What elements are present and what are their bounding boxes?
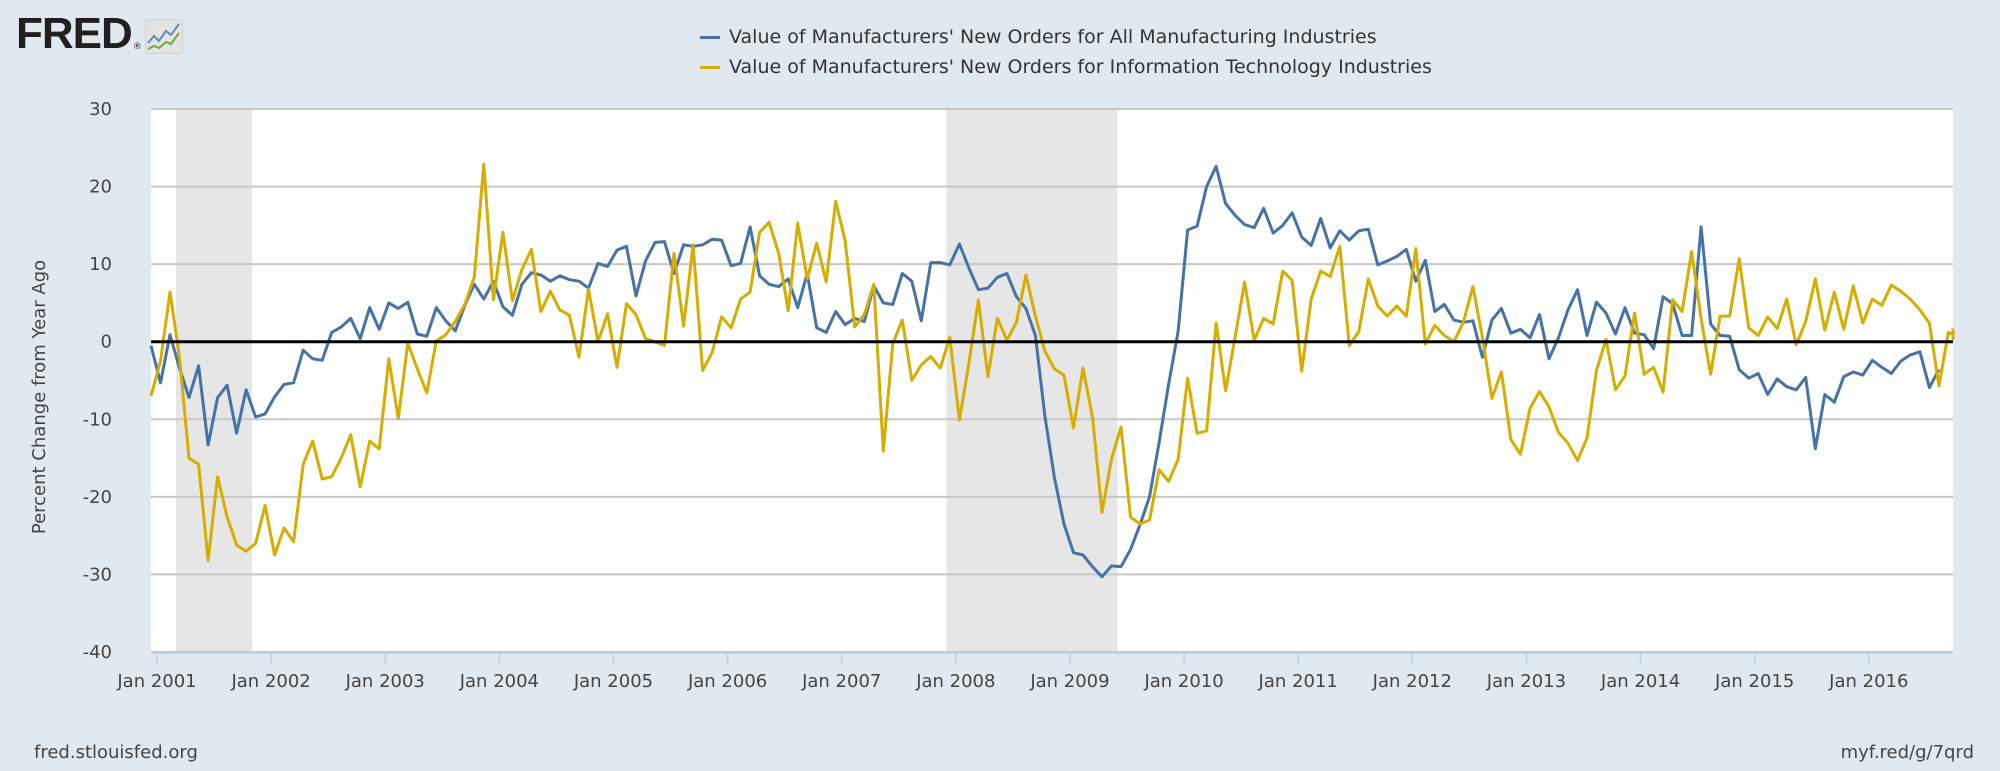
x-tick-label: Jan 2003 [345,671,425,692]
legend-item-all-manufacturing[interactable]: Value of Manufacturers' New Orders for A… [700,22,1432,52]
x-tick-label: Jan 2016 [1828,671,1908,692]
y-tick-label: -40 [83,642,112,663]
y-tick-label: 0 [101,332,112,353]
legend-item-information-technology[interactable]: Value of Manufacturers' New Orders for I… [700,52,1432,82]
x-tick-label: Jan 2007 [801,671,881,692]
series-line-all-manufacturing [149,164,1941,579]
chart-legend: Value of Manufacturers' New Orders for A… [700,22,1432,82]
x-tick-label: Jan 2001 [116,671,196,692]
x-tick-label: Jan 2010 [1143,671,1223,692]
logo-text: FRED [16,9,133,58]
y-tick-label: 30 [89,99,112,120]
y-tick-label: -30 [83,564,112,585]
x-tick-label: Jan 2014 [1600,671,1680,692]
y-tick-label: -10 [83,409,112,430]
x-tick-label: Jan 2011 [1258,671,1338,692]
x-axis: Jan 2001 Jan 2002 Jan 2003 Jan 2004 Jan 2005… [116,652,1953,692]
y-axis: 30 20 10 0 -10 -20 -30 -40 [83,99,112,663]
legend-label-all-manufacturing: Value of Manufacturers' New Orders for A… [729,26,1377,48]
x-tick-label: Jan 2012 [1372,671,1452,692]
line-chart-icon [144,19,183,54]
recession-band-2 [946,109,1118,652]
fred-logo[interactable]: FRED ® [16,9,183,58]
short-link[interactable]: myf.red/g/7qrd [1840,742,1974,763]
y-tick-label: 20 [89,177,112,198]
x-tick-label: Jan 2015 [1714,671,1794,692]
legend-label-information-technology: Value of Manufacturers' New Orders for I… [729,56,1432,78]
y-axis-title: Percent Change from Year Ago [29,260,50,534]
legend-swatch-information-technology [700,65,720,69]
x-tick-label: Jan 2004 [459,671,539,692]
series-line-information-technology [149,162,1955,562]
recession-band-1 [176,109,253,652]
legend-swatch-all-manufacturing [700,35,720,39]
x-tick-label: Jan 2005 [573,671,653,692]
y-tick-label: -20 [83,487,112,508]
series-lines [149,162,1955,579]
x-tick-label: Jan 2006 [687,671,767,692]
registered-mark: ® [132,42,142,52]
x-tick-label: Jan 2013 [1486,671,1566,692]
source-link[interactable]: fred.stlouisfed.org [34,742,198,763]
x-tick-label: Jan 2008 [915,671,995,692]
x-tick-label: Jan 2009 [1029,671,1109,692]
x-tick-label: Jan 2002 [230,671,310,692]
y-tick-label: 10 [89,254,112,275]
